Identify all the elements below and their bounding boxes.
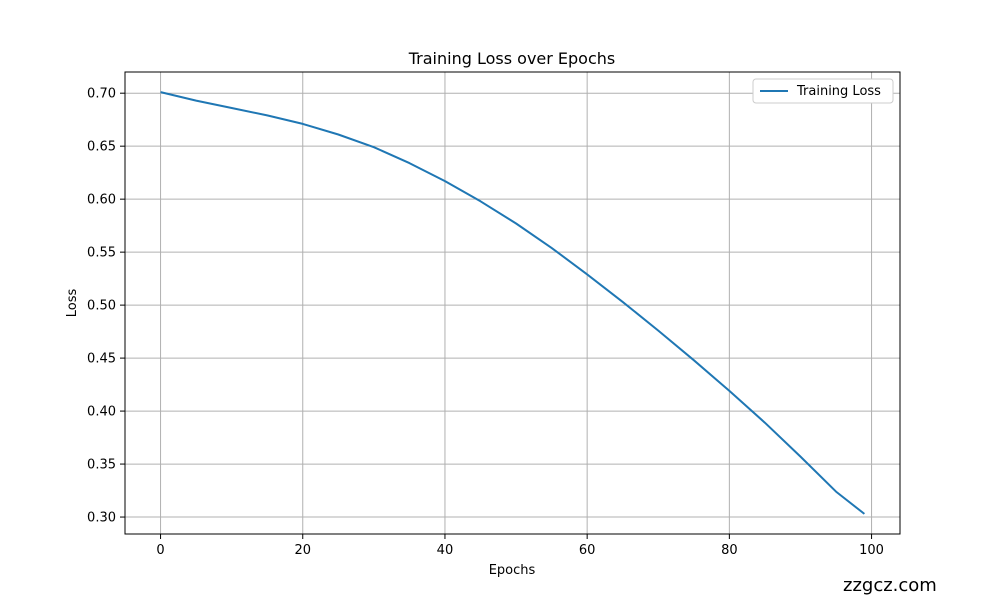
x-tick-label: 80 — [721, 543, 738, 558]
series-group — [160, 91, 866, 515]
y-axis-label: Loss — [65, 289, 80, 318]
x-tick-label: 40 — [437, 543, 454, 558]
chart-title: Training Loss over Epochs — [408, 49, 616, 68]
x-axis-label: Epochs — [489, 563, 536, 578]
x-tick-label: 20 — [294, 543, 311, 558]
y-tick-label: 0.55 — [87, 246, 116, 261]
y-axis-ticks: 0.30 0.35 0.40 0.45 0.50 0.55 0.60 0.65 0.70 — [87, 87, 125, 526]
series-line-training-loss — [160, 91, 866, 515]
x-tick-label: 60 — [579, 543, 596, 558]
legend: Training Loss — [752, 78, 894, 104]
grid-lines — [125, 72, 900, 534]
y-tick-label: 0.30 — [87, 511, 116, 526]
y-tick-label: 0.60 — [87, 193, 116, 208]
plot-area-frame — [124, 71, 901, 535]
x-tick-label: 0 — [156, 543, 164, 558]
y-tick-label: 0.45 — [87, 352, 116, 367]
y-tick-label: 0.35 — [87, 458, 116, 473]
y-tick-label: 0.40 — [87, 405, 116, 420]
legend-box — [752, 78, 894, 104]
watermark-text: zzgcz.com — [843, 575, 937, 596]
y-tick-label: 0.50 — [87, 299, 116, 314]
legend-label-training-loss: Training Loss — [796, 84, 881, 99]
x-tick-label: 100 — [859, 543, 884, 558]
y-tick-label: 0.70 — [87, 87, 116, 102]
x-axis-ticks: 0 20 40 60 80 100 — [156, 534, 884, 558]
y-tick-label: 0.65 — [87, 140, 116, 155]
